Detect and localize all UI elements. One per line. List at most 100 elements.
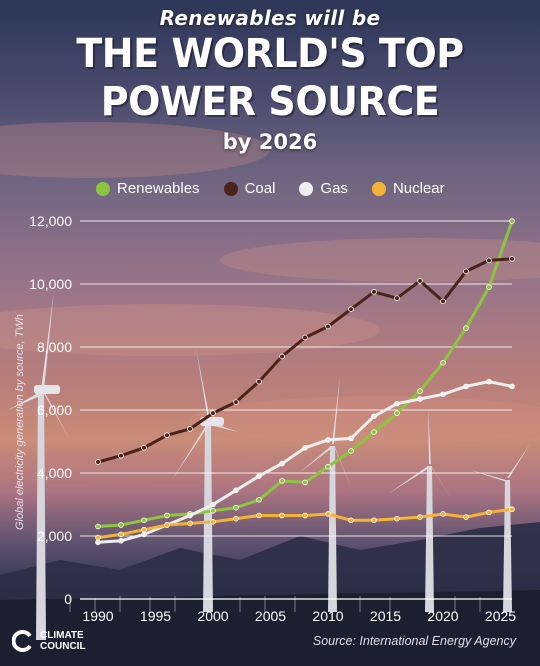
data-point-coal	[118, 452, 124, 459]
x-tick-label: 2020	[427, 608, 458, 624]
wind-turbine-icon	[172, 348, 238, 612]
y-tick-label: 8,000	[37, 339, 72, 355]
data-point-gas	[371, 413, 377, 420]
legend-swatch	[96, 181, 110, 196]
data-point-renewables	[118, 522, 124, 528]
data-point-gas	[325, 437, 331, 443]
legend-label: Coal	[244, 180, 276, 197]
data-point-gas	[141, 531, 147, 538]
data-point-nuclear	[463, 514, 469, 520]
data-point-nuclear	[486, 509, 492, 516]
data-point-coal	[210, 410, 216, 416]
data-point-coal	[302, 334, 308, 341]
legend-label: Gas	[320, 180, 348, 197]
legend-label: Nuclear	[392, 180, 445, 197]
data-point-gas	[233, 487, 239, 494]
data-point-renewables	[233, 504, 239, 511]
logo-line-1: CLIMATE	[40, 630, 84, 641]
source-note: Source: International Energy Agency	[312, 634, 516, 648]
y-tick-label: 2,000	[37, 528, 72, 544]
data-point-coal	[233, 399, 239, 405]
data-point-nuclear	[210, 519, 216, 525]
data-point-gas	[463, 383, 469, 390]
data-point-gas	[440, 391, 446, 398]
data-point-renewables	[394, 410, 400, 416]
data-point-coal	[279, 353, 285, 360]
data-point-renewables	[164, 512, 170, 519]
logo-line-2: COUNCIL	[40, 641, 86, 652]
data-point-gas	[394, 400, 400, 407]
data-point-gas	[210, 501, 216, 508]
x-tick-label: 2015	[370, 608, 401, 624]
data-point-renewables	[210, 507, 216, 514]
data-point-renewables	[95, 523, 101, 530]
data-point-gas	[95, 539, 101, 546]
headline-line-2: POWER SOURCE	[100, 79, 440, 125]
data-point-nuclear	[348, 517, 354, 524]
x-tick-label: 1995	[140, 608, 171, 624]
data-point-coal	[187, 426, 193, 432]
data-point-renewables	[509, 218, 515, 224]
data-point-nuclear	[440, 511, 446, 517]
headline-line-1: THE WORLD'S TOP	[76, 31, 464, 77]
data-point-coal	[394, 295, 400, 301]
legend-item-gas: Gas	[299, 180, 348, 197]
data-point-coal	[325, 323, 331, 330]
data-point-renewables	[417, 388, 423, 394]
data-point-nuclear	[302, 512, 308, 519]
legend-swatch	[299, 181, 314, 196]
data-point-nuclear	[187, 520, 193, 527]
data-point-nuclear	[256, 512, 262, 519]
legend-item-nuclear: Nuclear	[371, 180, 445, 197]
data-point-gas	[417, 396, 423, 402]
y-tick-label: 0	[64, 591, 72, 607]
data-point-nuclear	[509, 506, 515, 513]
data-point-coal	[463, 268, 469, 275]
data-point-gas	[118, 537, 124, 544]
legend-label: Renewables	[117, 180, 200, 197]
x-tick-label: 2005	[255, 608, 286, 624]
data-point-renewables	[371, 429, 377, 435]
data-point-coal	[486, 257, 492, 264]
legend-swatch	[371, 181, 386, 196]
data-point-coal	[95, 459, 101, 465]
header-subtitle: by 2026	[222, 130, 318, 154]
data-point-nuclear	[164, 522, 170, 528]
data-point-nuclear	[417, 514, 423, 520]
data-point-coal	[440, 298, 446, 305]
data-point-coal	[141, 444, 147, 451]
data-point-nuclear	[95, 534, 101, 541]
x-tick-label: 2010	[312, 608, 343, 624]
data-point-coal	[371, 289, 377, 295]
legend-item-renewables: Renewables	[96, 180, 200, 197]
data-point-gas	[509, 383, 515, 390]
climate-council-logo: CLIMATE COUNCIL	[12, 630, 86, 652]
data-point-gas	[302, 444, 308, 451]
chart-legend: Renewables Coal Gas Nuclear	[96, 180, 445, 197]
data-point-gas	[187, 512, 193, 519]
data-point-renewables	[325, 463, 331, 470]
data-point-renewables	[440, 359, 446, 366]
data-point-renewables	[302, 479, 308, 486]
climate-council-logo-icon	[12, 630, 32, 652]
legend-item-coal: Coal	[223, 180, 276, 197]
data-point-coal	[509, 255, 515, 262]
x-tick-label: 1990	[82, 608, 113, 624]
data-point-coal	[417, 278, 423, 284]
data-point-gas	[348, 435, 354, 442]
y-tick-label: 4,000	[37, 465, 72, 481]
x-tick-label: 2000	[197, 608, 228, 624]
y-tick-label: 10,000	[29, 276, 72, 292]
data-point-nuclear	[233, 515, 239, 522]
data-point-nuclear	[394, 515, 400, 522]
data-point-renewables	[141, 517, 147, 524]
data-point-renewables	[279, 478, 285, 484]
data-point-gas	[486, 378, 492, 385]
y-tick-label: 6,000	[37, 402, 72, 418]
wind-turbine-icon	[8, 290, 70, 640]
x-tick-label: 2025	[485, 608, 516, 624]
data-point-coal	[256, 378, 262, 385]
